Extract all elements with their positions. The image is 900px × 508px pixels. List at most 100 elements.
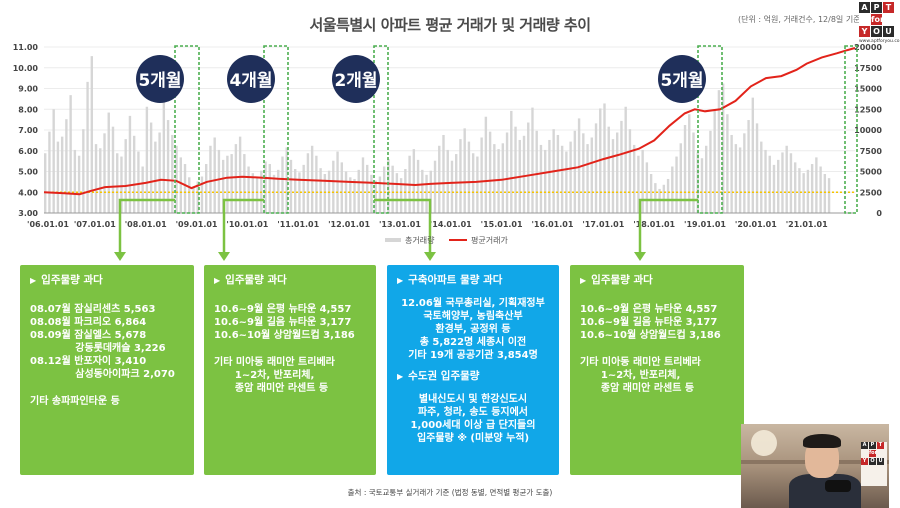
arrow-head-icon [634,252,646,261]
volume-bar [480,137,483,213]
volume-bar [734,144,738,213]
volume-bar [649,173,653,213]
y-right-tick-label: 0 [876,209,882,218]
box-line: 종암 래미안 라센트 등 [580,383,695,394]
volume-bar [319,168,322,213]
volume-bar [671,166,674,213]
logo-site-url: www.aptforyou.co.kr [859,39,900,44]
box-title: ▶ 입주물량 과다 [580,274,653,286]
volume-bar [48,131,51,213]
x-tick-label: '14.01.01 [430,220,472,229]
y-left-tick-label: 10.00 [13,64,39,73]
volume-bar [726,114,729,213]
volume-bar [332,160,335,213]
volume-bar [747,120,750,213]
volume-bar [459,139,462,213]
box-line: 입주물량 ※ (미분양 누적) [416,433,530,444]
volume-bar [730,134,733,213]
box-line: 기타 미아동 래미안 트리베라 [580,357,701,368]
volume-bar [675,156,678,213]
volume-bar [302,164,305,213]
volume-bar [433,160,437,213]
box-line: 파주, 청라, 송도 등지에서 [417,407,529,418]
x-tick-label: '20.01.01 [735,220,777,229]
microphone-icon [825,480,851,492]
y-left-tick-label: 9.00 [18,85,38,94]
volume-bar [505,132,509,213]
price-volume-chart: 3.00 4.00 5.00 6.00 7.00 8.00 9.00 10.00 11.00 0 2… [13,43,883,261]
volume-bar [768,155,771,213]
volume-bar [264,161,267,213]
triangle-icon: ▶ [397,372,404,381]
volume-bar [272,174,276,213]
volume-bar [700,158,704,213]
volume-bar [743,133,746,213]
volume-bar [632,144,636,213]
x-tick-label: '07.01.01 [74,220,116,229]
volume-bar [616,132,619,213]
volume-bar [382,166,386,213]
volume-bar [683,125,687,213]
volume-bar [577,118,581,213]
volume-bar [484,116,488,213]
volume-bar [205,164,208,213]
volume-bar [463,128,466,213]
volume-bar [166,120,170,213]
volume-bar [827,178,831,213]
logo-letter: T [877,442,884,449]
volume-bar [713,110,716,213]
volume-bar [582,133,585,213]
volume-bar [535,130,538,213]
logo-letter: A [861,442,868,449]
callout-label: 5개월 [660,71,703,91]
volume-bar [785,145,788,213]
box-title: ▶ 구축아파트 물량 과다 [397,274,503,286]
connector-arrow [638,198,698,252]
volume-bar [196,181,199,213]
volume-bar [772,164,776,213]
x-tick-label: '17.01.01 [582,220,624,229]
x-tick-label: '10.01.01 [226,220,268,229]
y-left-tick-label: 3.00 [18,209,38,218]
volume-bar [357,169,360,213]
volume-bar [654,183,657,213]
box-line: 10.6~10월 상암월드컵 3,186 [214,330,355,341]
volume-bar [141,166,144,213]
volume-bar [213,137,216,213]
volume-bar [77,155,81,213]
highlight-zone [263,45,289,214]
volume-bar [387,159,390,213]
axes: 3.00 4.00 5.00 6.00 7.00 8.00 9.00 10.00 11.00 0 2… [13,43,883,229]
volume-bar [637,155,640,213]
y-left-tick-label: 7.00 [18,126,38,135]
y-right-tick-label: 2500 [860,188,883,197]
volume-bar [52,109,55,213]
volume-bar [370,174,373,213]
y-left-tick-label: 11.00 [13,43,39,52]
volume-bar [353,178,356,213]
legend-swatch-volume [385,238,401,242]
callout-circle [136,55,184,103]
volume-bars [44,56,831,214]
volume-bar [806,169,810,213]
volume-bar [429,170,432,213]
volume-bar [446,149,449,213]
volume-bar [226,155,229,213]
box-line: 1~2차, 반포리체, [580,370,681,381]
volume-bar [527,122,530,213]
volume-bar [777,159,780,213]
volume-bar [501,143,505,213]
volume-bar [721,83,725,214]
callout-circle [658,55,706,103]
volume-bar [645,162,649,213]
volume-bar [438,145,441,213]
volume-bar [247,166,250,213]
volume-bar [124,139,127,213]
volume-bar [221,159,225,213]
volume-bar [399,178,403,213]
box-line: 12.06월 국무총리실, 기획재정부 [401,298,545,309]
y-left-tick-label: 5.00 [18,168,38,177]
volume-bar [298,172,301,213]
box-line: 1,000세대 이상 급 단지들의 [410,420,536,431]
price-line [43,47,856,196]
